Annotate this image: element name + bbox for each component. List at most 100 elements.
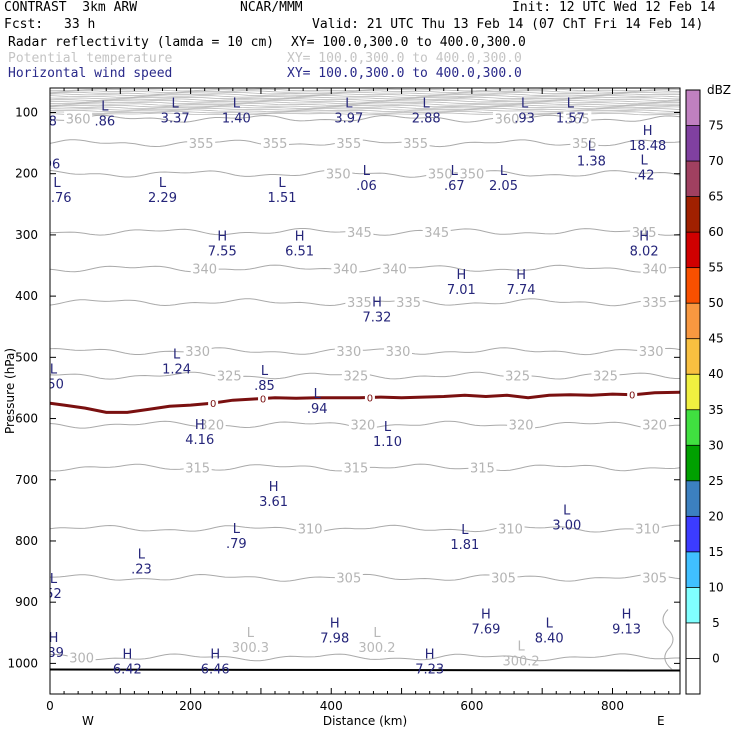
theta-contour-label: 325 <box>217 370 242 385</box>
theta-label-bg <box>334 136 363 150</box>
theta-contour-label: 345 <box>632 226 657 241</box>
x-tick-label: 200 <box>179 699 202 713</box>
field-reflectivity-xy: XY= 100.0,300.0 to 400.0,300.0 <box>291 35 526 50</box>
theta-contour-label: 320 <box>642 419 667 434</box>
wind-speed-extremum-value: 7.01 <box>447 283 476 298</box>
theta-contour-label: 320 <box>509 419 534 434</box>
wind-speed-extremum-marker: H <box>217 229 227 244</box>
wind-speed-extremum-marker: L <box>546 617 554 632</box>
wind-speed-extremum-value: 1.38 <box>577 154 606 169</box>
theta-extremum-value: 300.2 <box>502 654 539 669</box>
wind-speed-extremum-marker: L <box>53 176 61 191</box>
wind-speed-extremum-marker: L <box>423 96 431 111</box>
colorbar-level-label: 70 <box>708 154 723 168</box>
theta-label-bg <box>296 521 325 535</box>
theta-label-bg <box>640 261 669 275</box>
colorbar-level-label: 65 <box>708 190 723 204</box>
theta-contour-label: 350 <box>428 168 453 183</box>
theta-contour-350 <box>50 169 680 178</box>
theta-label-bg <box>334 344 363 358</box>
theta-contour-top <box>50 107 680 111</box>
wind-speed-extremum-value: 1.57 <box>556 111 585 126</box>
wind-speed-extremum-value: 8.40 <box>535 632 564 647</box>
colorbar-swatch-60 <box>686 196 700 233</box>
theta-label-bg <box>457 166 486 180</box>
theta-contour-label: 330 <box>639 345 664 360</box>
wind-speed-extremum-value: 3.97 <box>334 111 363 126</box>
theta-contour-label: 360 <box>495 113 520 128</box>
x-tick-label: 400 <box>320 699 343 713</box>
wind-speed-extremum-value: .96 <box>40 157 61 172</box>
wind-speed-extremum-value: .85 <box>254 379 275 394</box>
theta-contour-top <box>50 109 680 113</box>
theta-contour-label: 310 <box>298 523 323 538</box>
colorbar-level-label: 75 <box>708 119 723 133</box>
theta-contour-330 <box>50 347 680 356</box>
center-label: NCAR/MMM <box>240 0 303 15</box>
theta-contour-label: 320 <box>199 419 224 434</box>
theta-label-bg <box>563 111 592 125</box>
theta-contour-label: 315 <box>343 462 368 477</box>
theta-contour-top <box>50 103 680 106</box>
y-tick-label: 800 <box>15 534 38 548</box>
wind-speed-extremum-marker: H <box>622 608 632 623</box>
theta-label-bg <box>190 261 219 275</box>
theta-contour-label: 330 <box>386 345 411 360</box>
theta-label-bg <box>331 261 360 275</box>
wind-speed-extremum-value: 9.13 <box>612 623 641 638</box>
wind-speed-extremum-marker: L <box>451 164 459 179</box>
wind-speed-extremum-value: 1.51 <box>268 191 297 206</box>
wind-speed-extremum-marker: L <box>101 99 109 114</box>
isotherm-label-bg <box>627 388 638 400</box>
y-tick-label: 500 <box>15 350 38 364</box>
colorbar-level-label: 55 <box>708 261 723 275</box>
wind-speed-extremum-marker: L <box>233 96 241 111</box>
theta-label-bg <box>426 166 455 180</box>
wind-speed-extremum-value: 8.02 <box>630 244 659 259</box>
wind-speed-extremum-marker: L <box>261 364 269 379</box>
theta-contour-label: 350 <box>326 168 351 183</box>
theta-label-bg <box>348 417 377 431</box>
wind-speed-extremum-marker: H <box>269 480 279 495</box>
wind-speed-extremum-marker: L <box>233 522 241 537</box>
theta-label-bg <box>630 224 659 238</box>
wind-speed-extremum-marker: L <box>567 96 575 111</box>
theta-contour-top <box>50 93 680 97</box>
theta-contour-305 <box>50 573 680 582</box>
field-potential-temperature-name: Potential temperature <box>8 51 173 66</box>
theta-label-bg <box>394 295 423 309</box>
theta-contour-label: 305 <box>491 572 516 587</box>
theta-contour-label: 355 <box>263 137 288 152</box>
y-tick-label: 1000 <box>7 656 38 670</box>
wind-speed-extremum-marker: H <box>516 268 526 283</box>
colorbar-swatch-25 <box>686 445 700 481</box>
east-label: E <box>657 714 665 728</box>
theta-contour-label: 340 <box>642 263 667 278</box>
colorbar-unit: dBZ <box>707 83 731 97</box>
colorbar-swatch-15 <box>686 516 700 552</box>
wind-speed-extremum-value: 28 <box>40 114 57 129</box>
theta-contour-label: 345 <box>347 226 372 241</box>
wind-speed-extremum-value: 2.88 <box>412 111 441 126</box>
theta-extremum-value: 300.2 <box>358 641 395 656</box>
wind-speed-extremum-value: 4.76 <box>43 191 72 206</box>
colorbar-swatch-35 <box>686 374 700 410</box>
colorbar-frame <box>685 89 701 695</box>
theta-label-bg <box>324 166 353 180</box>
theta-contour-top <box>50 99 680 103</box>
wind-speed-extremum-value: 7.74 <box>507 283 536 298</box>
zero-isotherm-label: 0 <box>367 393 373 404</box>
wind-speed-extremum-value: 4.16 <box>185 433 214 448</box>
plot-area <box>50 88 680 694</box>
theta-contour-top <box>50 90 680 94</box>
theta-contour-label: 315 <box>470 462 495 477</box>
wind-speed-extremum-value: 52 <box>45 587 62 602</box>
y-tick-label: 700 <box>15 473 38 487</box>
ground-surface-line <box>50 668 680 672</box>
theta-contour-label: 355 <box>572 137 597 152</box>
colorbar-level-label: 20 <box>708 509 723 523</box>
theta-label-bg <box>637 344 666 358</box>
wind-speed-extremum-marker: L <box>50 363 58 378</box>
wind-speed-extremum-marker: L <box>159 176 167 191</box>
